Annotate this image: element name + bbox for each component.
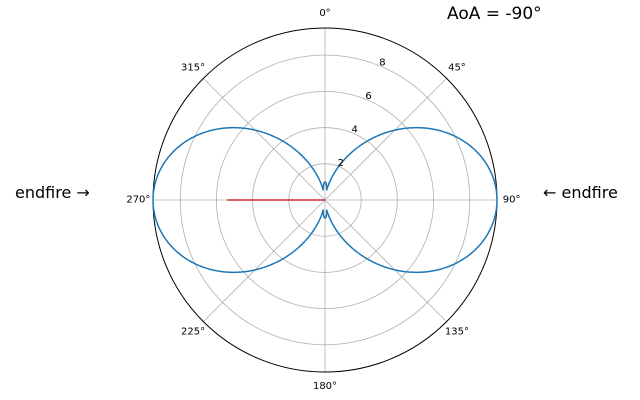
series-layer [152, 126, 498, 274]
radial-gridline-225 [203, 199, 326, 322]
theta-tick-label: 225° [181, 326, 205, 337]
radial-gridline-135 [324, 199, 447, 322]
r-tick-label: 6 [365, 91, 371, 102]
beam-pattern-line [152, 126, 498, 274]
r-tick-label: 2 [338, 158, 344, 169]
right-endfire-annotation: ← endfire [543, 183, 618, 202]
ring-gridline-6 [215, 90, 435, 310]
theta-tick-label: 315° [181, 63, 205, 74]
theta-tick-label: 45° [448, 63, 466, 74]
ring-gridline-8 [179, 54, 471, 346]
theta-tick-label: 270° [126, 195, 150, 206]
r-tick-label: 4 [352, 125, 358, 136]
radial-gridline-45 [324, 78, 447, 201]
theta-tick-label: 90° [503, 195, 521, 206]
theta-tick-label: 0° [319, 8, 330, 19]
theta-tick-label: 135° [445, 326, 469, 337]
tick-layer: 0° 45° 90° 135° 180° 225° 270° 315° 2 4 6 8 [126, 8, 520, 392]
radial-gridline-315 [203, 78, 326, 201]
theta-tick-label: 180° [313, 381, 337, 392]
left-endfire-annotation: endfire → [15, 183, 90, 202]
r-tick-label: 8 [379, 58, 385, 69]
chart-title: AoA = -90° [447, 4, 542, 24]
